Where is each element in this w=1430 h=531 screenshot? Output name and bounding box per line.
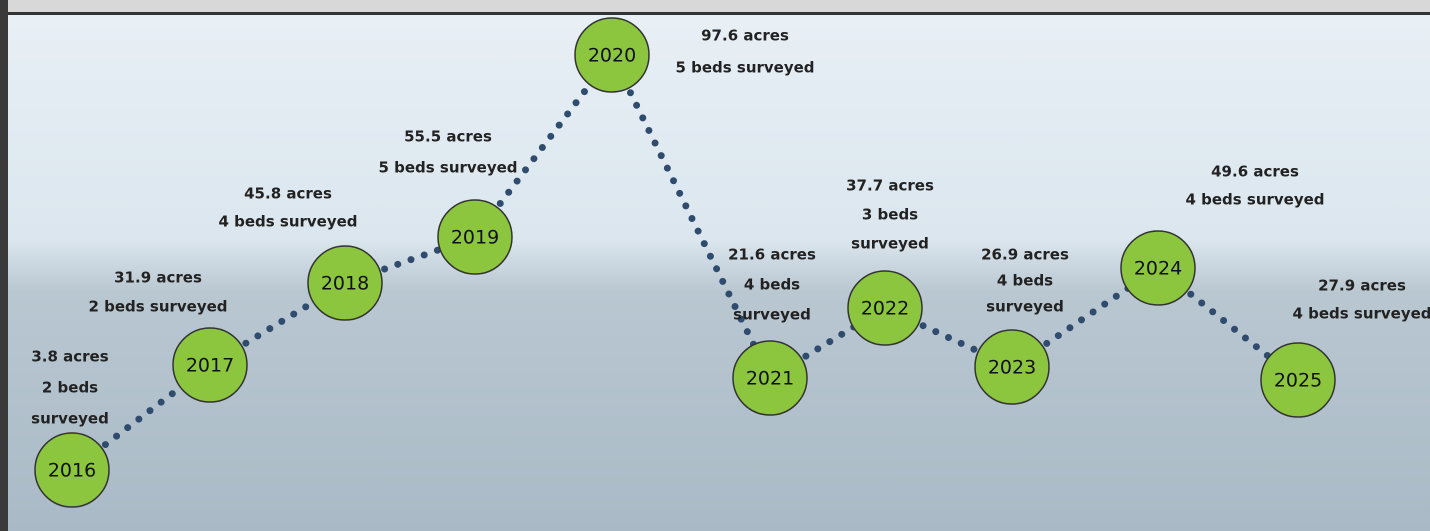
stat-label: 2 beds surveyed (88, 298, 227, 316)
stat-label: 4 beds (997, 272, 1053, 290)
year-label: 2021 (746, 368, 794, 390)
year-label: 2023 (988, 357, 1036, 379)
year-label: 2019 (451, 227, 499, 249)
stat-label: 4 beds surveyed (1292, 305, 1430, 323)
year-circle (847, 270, 923, 346)
year-label: 2017 (186, 355, 234, 377)
year-circle (1260, 342, 1336, 418)
stat-label: 37.7 acres (846, 177, 934, 195)
top-bar (0, 0, 1430, 14)
stat-label: 3.8 acres (31, 348, 108, 366)
nodes: 2016 3.8 acres 2 beds surveyed 2017 31.9 acre… (31, 17, 1430, 508)
year-circle (574, 17, 650, 93)
stat-label: 2 beds (42, 379, 98, 397)
left-border (0, 0, 8, 531)
stat-label: 5 beds surveyed (378, 159, 517, 177)
year-label: 2022 (861, 298, 909, 320)
year-circle (172, 327, 248, 403)
year-label: 2020 (588, 45, 636, 67)
stat-label: 27.9 acres (1318, 277, 1406, 295)
stat-label: 45.8 acres (244, 185, 332, 203)
year-circle (732, 340, 808, 416)
stat-label: 97.6 acres (701, 27, 789, 45)
top-border (0, 12, 1430, 15)
year-label: 2025 (1274, 370, 1322, 392)
stat-label: 4 beds surveyed (218, 213, 357, 231)
stat-label: surveyed (733, 306, 811, 324)
stat-label: 21.6 acres (728, 246, 816, 264)
year-label: 2018 (321, 273, 369, 295)
stat-label: surveyed (31, 410, 109, 428)
stat-label: 5 beds surveyed (675, 59, 814, 77)
year-circle (437, 199, 513, 275)
year-circle (34, 432, 110, 508)
stat-label: surveyed (986, 298, 1064, 316)
stat-label: 55.5 acres (404, 128, 492, 146)
stat-label: 4 beds (744, 276, 800, 294)
stat-label: 31.9 acres (114, 269, 202, 287)
year-label: 2024 (1134, 258, 1182, 280)
stat-label: 3 beds (862, 206, 918, 224)
stat-label: 26.9 acres (981, 246, 1069, 264)
year-circle (1120, 230, 1196, 306)
stat-label: 4 beds surveyed (1185, 191, 1324, 209)
year-circle (307, 245, 383, 321)
year-circle (974, 329, 1050, 405)
stat-label: surveyed (851, 235, 929, 253)
year-label: 2016 (48, 460, 96, 482)
stat-label: 49.6 acres (1211, 163, 1299, 181)
dotted-connector (881, 304, 1016, 371)
dotted-connector (471, 51, 616, 241)
dotted-connector (608, 51, 774, 382)
